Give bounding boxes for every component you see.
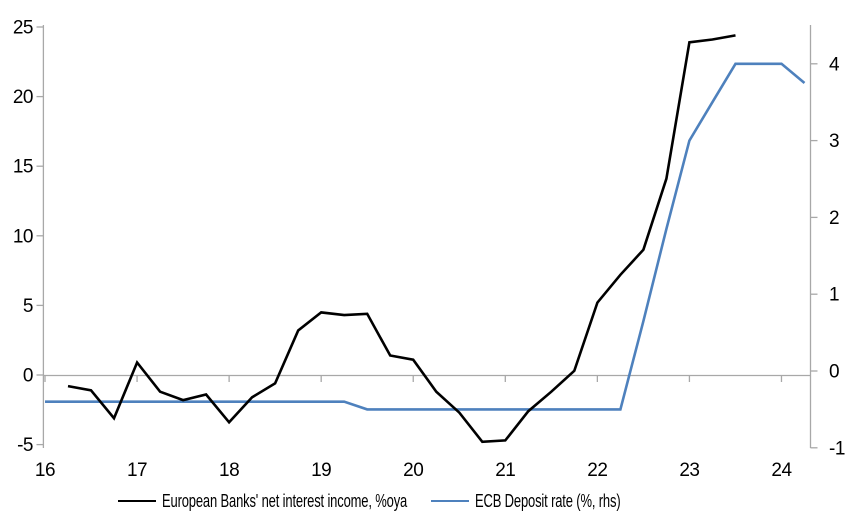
left-axis-tick-label: 5 bbox=[23, 296, 33, 317]
x-axis-tick-label: 16 bbox=[35, 460, 55, 481]
series-line-net-interest-income bbox=[67, 34, 736, 444]
right-axis-tick-label: -1 bbox=[829, 438, 845, 459]
x-axis-tick-label: 23 bbox=[679, 460, 699, 481]
right-axis-tick-label: 3 bbox=[829, 131, 839, 152]
x-axis-tick-label: 17 bbox=[127, 460, 147, 481]
right-axis-tick-label: 1 bbox=[829, 285, 839, 306]
x-axis-tick-label: 22 bbox=[587, 460, 607, 481]
legend-line-swatch-black bbox=[118, 500, 156, 502]
legend-item-net-interest-income: European Banks' net interest income, %oy… bbox=[118, 491, 502, 511]
series-line-ecb-deposit-rate bbox=[45, 62, 806, 411]
legend-line-swatch-blue bbox=[431, 500, 469, 502]
left-axis-tick-label: -5 bbox=[17, 435, 33, 456]
x-axis-tick-label: 21 bbox=[495, 460, 515, 481]
x-axis-tick-label: 18 bbox=[219, 460, 239, 481]
legend-item-ecb-deposit-rate: ECB Deposit rate (%, rhs) bbox=[431, 491, 677, 511]
legend-label-ecb-deposit-rate: ECB Deposit rate (%, rhs) bbox=[475, 490, 621, 511]
left-axis-tick-label: 20 bbox=[13, 87, 33, 108]
left-axis-tick-label: 0 bbox=[23, 366, 33, 387]
left-axis-tick-label: 25 bbox=[13, 18, 33, 39]
right-axis-tick-label: 4 bbox=[829, 54, 840, 75]
x-axis-tick-label: 20 bbox=[403, 460, 423, 481]
left-axis-tick-label: 15 bbox=[13, 157, 33, 178]
x-axis-tick-label: 19 bbox=[311, 460, 331, 481]
right-axis-tick-label: 2 bbox=[829, 208, 839, 229]
legend-label-net-interest-income: European Banks' net interest income, %oy… bbox=[162, 490, 408, 511]
left-axis-tick-label: 10 bbox=[13, 226, 33, 247]
right-axis-tick-label: 0 bbox=[829, 362, 839, 383]
x-axis-tick-label: 24 bbox=[771, 460, 792, 481]
